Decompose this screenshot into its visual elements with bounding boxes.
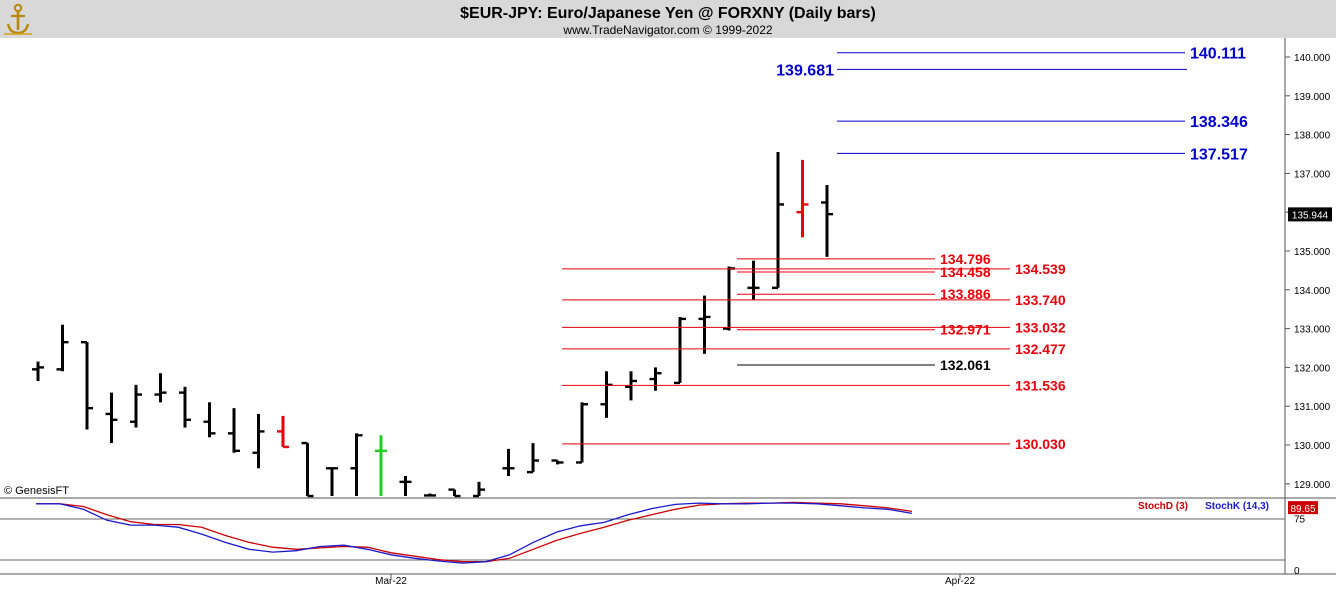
ohlc-bar — [448, 488, 461, 498]
fib-level-label: 133.740 — [1015, 292, 1066, 308]
fib-level-label: 133.032 — [1015, 319, 1066, 335]
stoch-last-label: 89.65 — [1290, 504, 1315, 515]
ohlc-bar — [350, 433, 363, 496]
stoch-last-tag — [1288, 501, 1318, 515]
ohlc-bar — [81, 340, 93, 430]
x-tick-label: Apr-22 — [945, 576, 975, 587]
price-axis: 140.000139.000138.000137.000136.000135.0… — [1285, 53, 1332, 491]
ohlc-bar — [698, 295, 711, 354]
fib-level-label: 139.681 — [776, 62, 834, 79]
y-tick-label: 134.000 — [1294, 286, 1331, 297]
x-tick-label: Mar-22 — [375, 576, 407, 587]
fib-level-label: 134.539 — [1015, 261, 1066, 277]
y-tick-label: 139.000 — [1294, 92, 1331, 103]
y-tick-label: 132.000 — [1294, 363, 1331, 374]
stoch-tick-label: 0 — [1294, 566, 1300, 577]
y-tick-label: 129.000 — [1294, 480, 1331, 491]
ohlc-bar — [502, 448, 515, 477]
ohlc-bar — [326, 467, 338, 496]
ohlc-bar — [796, 159, 809, 238]
fib-level-label: 133.886 — [940, 286, 991, 302]
ohlc-bar — [527, 443, 539, 474]
ohlc-bar — [32, 361, 44, 381]
ohlc-bar — [277, 415, 289, 449]
fib-level-label: 131.536 — [1015, 377, 1066, 393]
ohlc-bar — [747, 260, 760, 300]
ohlc-bar — [301, 441, 314, 498]
ohlc-bar — [105, 392, 118, 444]
fib-level-label: 134.458 — [940, 264, 991, 280]
y-tick-label: 135.000 — [1294, 247, 1331, 258]
ohlc-bar — [473, 481, 485, 498]
ohlc-bar — [375, 435, 387, 496]
y-tick-label: 138.000 — [1294, 131, 1331, 142]
y-tick-label: 130.000 — [1294, 441, 1331, 452]
chart-title: $EUR-JPY: Euro/Japanese Yen @ FORXNY (Da… — [460, 5, 876, 22]
ohlc-bar — [551, 459, 564, 465]
last-price-tag — [1288, 207, 1332, 222]
fib-level-label: 130.030 — [1015, 436, 1066, 452]
plot-background — [0, 38, 1336, 591]
y-tick-label: 137.000 — [1294, 169, 1331, 180]
fib-level-label: 132.061 — [940, 357, 991, 373]
ohlc-bar — [130, 384, 142, 428]
stochastic-pane: 75 0 89.65 — [36, 501, 1318, 577]
y-tick-label: 133.000 — [1294, 325, 1331, 336]
ohlc-bar — [674, 316, 686, 385]
ohlc-bar — [772, 152, 784, 290]
stochd-legend: StochD (3) — [1138, 501, 1188, 512]
ohlc-bar — [576, 402, 588, 464]
fib-level-label: 132.971 — [940, 322, 991, 338]
copyright-label: © GenesisFT — [4, 485, 69, 497]
chart-subtitle: www.TradeNavigator.com © 1999-2022 — [562, 23, 772, 37]
y-tick-label: 131.000 — [1294, 402, 1331, 413]
stochk-legend: StochK (14,3) — [1205, 501, 1269, 512]
fib-level-label: 138.346 — [1190, 114, 1248, 131]
header-bar — [0, 0, 1336, 38]
ohlc-bar — [56, 324, 69, 372]
ohlc-bar — [179, 386, 191, 428]
ohlc-bar — [154, 373, 167, 403]
stoch-tick-label: 75 — [1294, 514, 1306, 525]
anchor-logo-icon — [4, 3, 32, 35]
ohlc-bar — [399, 476, 412, 496]
ohlc-bar — [600, 371, 613, 418]
fib-level-label: 137.517 — [1190, 146, 1248, 163]
fib-level-label: 140.111 — [1190, 46, 1246, 63]
ohlc-bar — [649, 367, 662, 391]
ohlc-bar — [424, 493, 436, 497]
ohlc-bar — [252, 413, 265, 469]
ohlc-bar — [228, 408, 240, 453]
fib-level-label: 132.477 — [1015, 341, 1066, 357]
fib-levels: 134.796 134.539 134.458 133.886 133.740 132.9… — [562, 46, 1248, 452]
stochk-line — [36, 502, 913, 564]
y-tick-label: 140.000 — [1294, 53, 1331, 64]
last-price-label: 135.944 — [1292, 210, 1329, 221]
ohlc-bars — [32, 152, 833, 498]
fib-level-label: 134.796 — [940, 251, 991, 267]
ohlc-bar — [821, 185, 833, 257]
ohlc-bar — [203, 402, 216, 438]
